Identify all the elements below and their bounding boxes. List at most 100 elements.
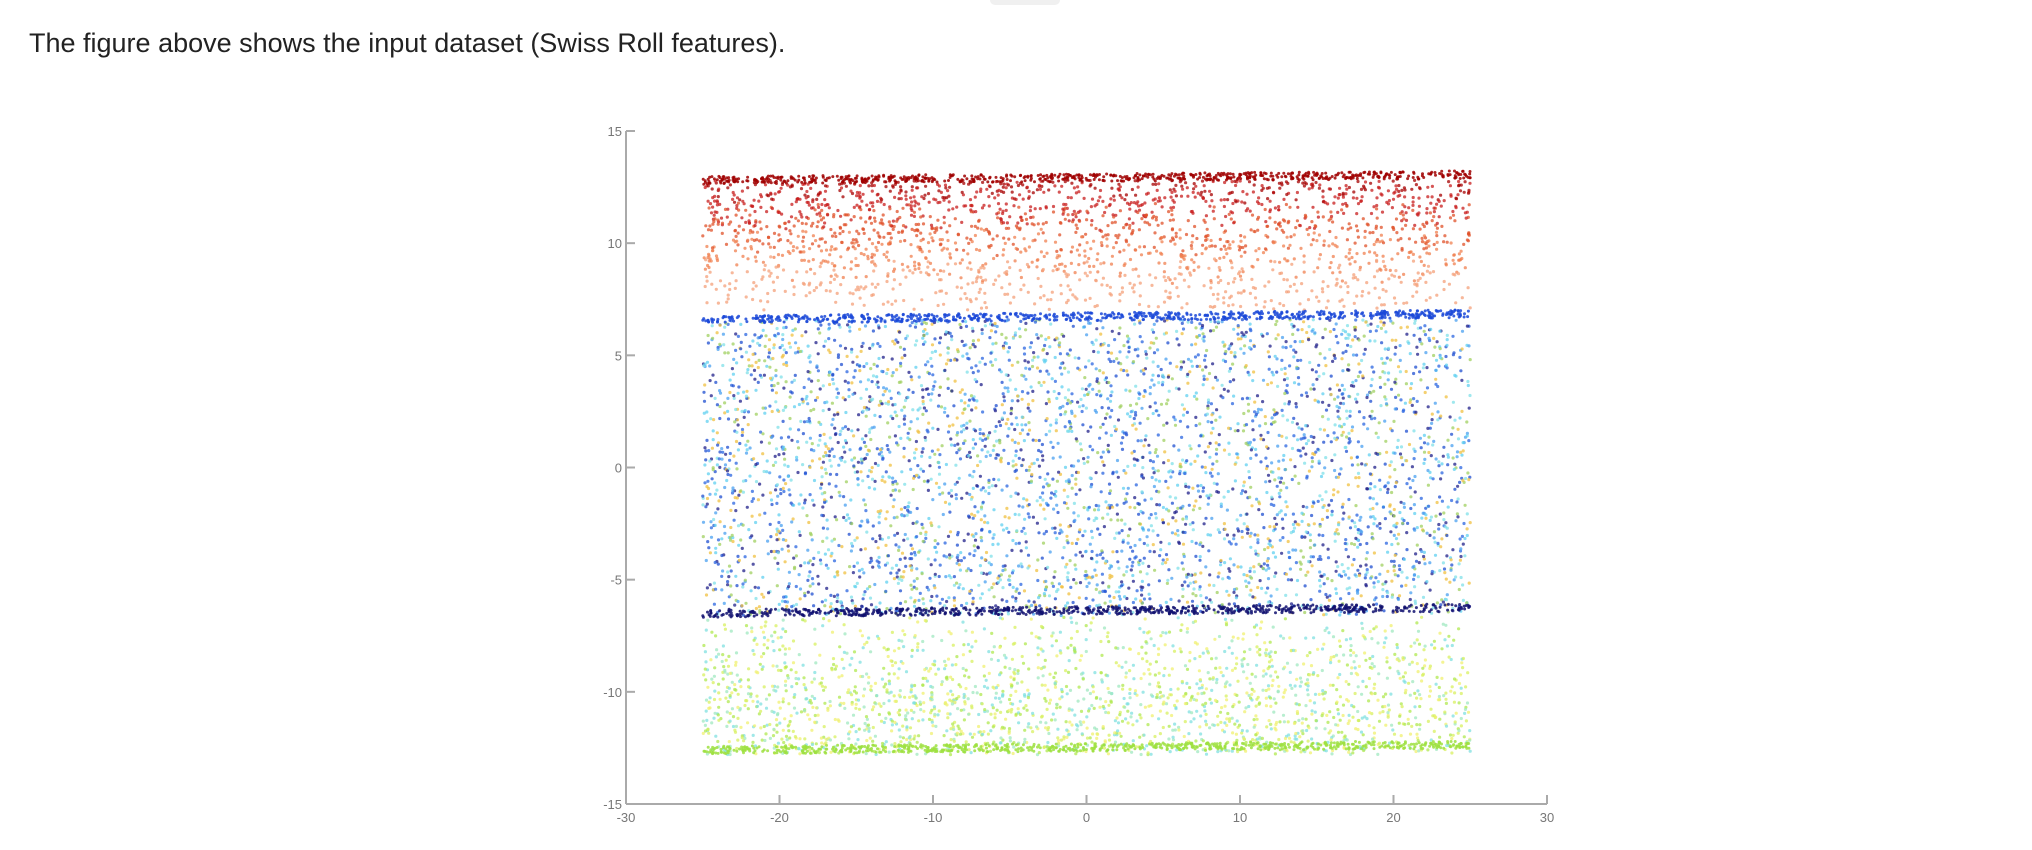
scatter-point: [1277, 510, 1281, 515]
scatter-point: [1014, 542, 1018, 546]
scatter-point: [955, 285, 959, 289]
scatter-point: [801, 281, 806, 285]
scatter-point: [1328, 318, 1332, 322]
scatter-point: [1455, 455, 1459, 459]
scatter-point: [874, 175, 878, 179]
scatter-point: [1398, 344, 1402, 348]
scatter-point: [887, 536, 891, 540]
scatter-point: [927, 179, 931, 183]
scatter-point: [813, 208, 817, 212]
scatter-point: [806, 200, 810, 205]
scatter-point: [1306, 174, 1310, 178]
scatter-point: [1239, 234, 1243, 238]
scatter-point: [1302, 320, 1306, 324]
scatter-point: [1269, 594, 1273, 598]
scatter-point: [1029, 385, 1033, 389]
scatter-point: [1014, 246, 1018, 251]
scatter-point: [823, 240, 828, 244]
scatter-point: [1282, 244, 1286, 248]
scatter-point: [720, 231, 724, 235]
scatter-point: [978, 460, 982, 464]
scatter-point: [971, 596, 975, 600]
scatter-point: [1378, 267, 1382, 271]
scatter-point: [1321, 215, 1325, 219]
scatter-point: [1171, 198, 1175, 202]
scatter-point: [1266, 537, 1270, 541]
scatter-point: [874, 245, 878, 249]
scatter-point: [1027, 605, 1031, 609]
scatter-point: [1289, 174, 1293, 178]
scatter-point: [1372, 551, 1376, 555]
scatter-point: [1115, 512, 1119, 516]
scatter-point: [1178, 472, 1182, 476]
scatter-point: [908, 324, 912, 328]
scatter-point: [1284, 175, 1288, 179]
scatter-point: [1387, 173, 1391, 177]
scatter-point: [1211, 362, 1215, 366]
scatter-point: [803, 178, 807, 182]
scatter-point: [1107, 503, 1111, 507]
scatter-point: [1075, 248, 1079, 252]
scatter-point: [886, 447, 890, 452]
scatter-point: [758, 343, 762, 347]
scatter-point: [858, 575, 862, 579]
scatter-point: [810, 180, 814, 184]
scatter-point: [805, 215, 809, 219]
scatter-point: [944, 186, 948, 190]
scatter-point: [1419, 496, 1423, 500]
scatter-point: [1362, 352, 1366, 356]
scatter-point: [1325, 509, 1329, 513]
scatter-point: [1285, 383, 1289, 387]
scatter-point: [903, 239, 907, 243]
scatter-point: [800, 215, 804, 219]
scatter-point: [810, 592, 814, 596]
scatter-point: [1252, 565, 1256, 569]
scatter-point: [923, 176, 927, 180]
scatter-point: [1448, 184, 1452, 188]
scatter-point: [820, 208, 824, 212]
scatter-point: [948, 272, 952, 276]
scatter-point: [1074, 581, 1078, 585]
scatter-point: [767, 269, 771, 273]
scatter-point: [986, 433, 991, 437]
scatter-point: [1288, 284, 1292, 288]
scatter-point: [1107, 343, 1111, 348]
scatter-point: [792, 503, 796, 507]
scatter-point: [891, 227, 895, 231]
scatter-point: [1024, 249, 1028, 253]
scatter-point: [1080, 235, 1084, 239]
scatter-point: [1185, 302, 1189, 306]
scatter-point: [949, 256, 953, 260]
scatter-point: [1331, 254, 1335, 259]
scatter-point: [841, 195, 845, 199]
scatter-point: [1397, 189, 1401, 193]
scatter-point: [1131, 221, 1135, 225]
scatter-point: [1118, 292, 1122, 296]
scatter-point: [1152, 245, 1156, 249]
scatter-point: [747, 219, 751, 223]
scatter-point: [1192, 394, 1197, 398]
scatter-point: [1008, 282, 1012, 286]
scatter-point: [1244, 463, 1248, 467]
scatter-point: [1026, 290, 1030, 294]
scatter-point: [741, 479, 746, 483]
scatter-point: [1285, 290, 1289, 294]
scatter-point: [710, 246, 715, 250]
scatter-point: [874, 605, 878, 609]
scatter-point: [904, 180, 908, 183]
scatter-point: [1389, 170, 1393, 174]
scatter-point: [826, 527, 830, 531]
scatter-point: [779, 375, 783, 379]
scatter-point: [1294, 275, 1298, 279]
scatter-point: [1198, 495, 1202, 499]
scatter-point: [1229, 259, 1233, 263]
scatter-point: [736, 448, 741, 452]
scatter-point: [1123, 522, 1127, 526]
scatter-point: [1190, 246, 1194, 251]
scatter-point: [980, 328, 984, 332]
scatter-point: [863, 590, 867, 594]
scatter-point: [1027, 195, 1031, 199]
scatter-point: [870, 293, 874, 297]
scatter-point: [1115, 470, 1119, 474]
scatter-point: [834, 247, 838, 251]
